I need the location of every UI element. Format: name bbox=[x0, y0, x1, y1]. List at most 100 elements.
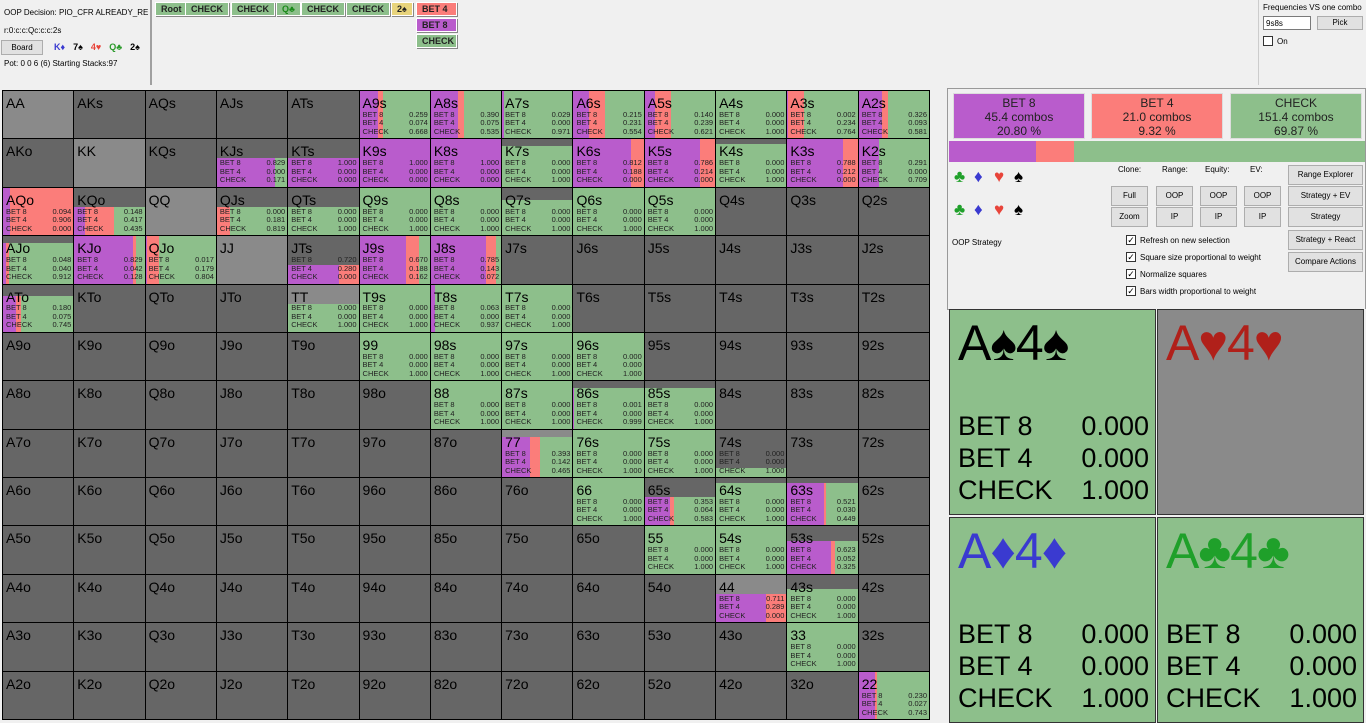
hand-cell-82s[interactable]: 82s bbox=[858, 381, 929, 429]
hand-cell-QJo[interactable]: QJo BET 8 0.017 BET 4 0.179 CHECK 0.804 bbox=[145, 236, 216, 284]
hand-cell-QTo[interactable]: QTo bbox=[145, 284, 216, 332]
tree-node[interactable]: Q♣ bbox=[276, 2, 301, 16]
hand-cell-75s[interactable]: 75s BET 8 0.000 BET 4 0.000 CHECK 1.000 bbox=[644, 429, 716, 478]
board-button[interactable]: Board bbox=[1, 40, 43, 55]
hand-cell-87s[interactable]: 87s BET 8 0.000 BET 4 0.000 CHECK 1.000 bbox=[502, 381, 573, 429]
hand-cell-T2s[interactable]: T2s bbox=[858, 284, 929, 332]
hand-cell-95s[interactable]: 95s bbox=[644, 332, 716, 381]
hand-cell-K6s[interactable]: K6s BET 8 0.812 BET 4 0.188 CHECK 0.000 bbox=[573, 139, 644, 187]
refresh-checkbox[interactable]: ✓ Refresh on new selection bbox=[1126, 235, 1230, 245]
hand-cell-A4o[interactable]: A4o bbox=[3, 574, 74, 623]
hand-cell-A7o[interactable]: A7o bbox=[3, 429, 74, 478]
square-size-checkbox[interactable]: ✓ Square size proportional to weight bbox=[1126, 252, 1261, 262]
diamond-icon[interactable]: ♦ bbox=[974, 200, 983, 219]
hand-cell-82o[interactable]: 82o bbox=[430, 671, 502, 719]
tree-option-check[interactable]: CHECK bbox=[416, 34, 457, 48]
hand-cell-94o[interactable]: 94o bbox=[359, 574, 430, 623]
hand-cell-97o[interactable]: 97o bbox=[359, 429, 430, 478]
hand-cell-73o[interactable]: 73o bbox=[502, 623, 573, 671]
hand-cell-A8o[interactable]: A8o bbox=[3, 381, 74, 429]
strategy-button[interactable]: Strategy bbox=[1288, 207, 1363, 227]
hand-cell-KJo[interactable]: KJo BET 8 0.829 BET 4 0.042 CHECK 0.128 bbox=[74, 236, 145, 284]
hand-cell-95o[interactable]: 95o bbox=[359, 526, 430, 574]
hand-cell-K2s[interactable]: K2s BET 8 0.291 BET 4 0.000 CHECK 0.709 bbox=[858, 139, 929, 187]
hand-cell-83s[interactable]: 83s bbox=[787, 381, 858, 429]
hand-cell-A2o[interactable]: A2o bbox=[3, 671, 74, 719]
hand-cell-J8s[interactable]: J8s BET 8 0.785 BET 4 0.143 CHECK 0.072 bbox=[430, 236, 502, 284]
hand-cell-A5o[interactable]: A5o bbox=[3, 526, 74, 574]
hand-cell-J3s[interactable]: J3s bbox=[787, 236, 858, 284]
hand-cell-74s[interactable]: 74s BET 8 0.000 BET 4 0.000 CHECK 1.000 bbox=[716, 429, 787, 478]
hand-cell-Q8s[interactable]: Q8s BET 8 0.000 BET 4 0.000 CHECK 1.000 bbox=[430, 187, 502, 236]
hand-cell-A9o[interactable]: A9o bbox=[3, 332, 74, 381]
tree-node[interactable]: CHECK bbox=[231, 2, 276, 16]
hand-cell-43s[interactable]: 43s BET 8 0.000 BET 4 0.000 CHECK 1.000 bbox=[787, 574, 858, 623]
clone-full-button[interactable]: Full bbox=[1111, 186, 1148, 206]
hand-cell-86o[interactable]: 86o bbox=[430, 478, 502, 526]
hand-cell-T5s[interactable]: T5s bbox=[644, 284, 716, 332]
hand-cell-JJ[interactable]: JJ bbox=[216, 236, 288, 284]
hand-cell-K8o[interactable]: K8o bbox=[74, 381, 145, 429]
spade-icon[interactable]: ♠ bbox=[1014, 200, 1024, 219]
diamond-icon[interactable]: ♦ bbox=[974, 167, 983, 186]
equity-oop-button[interactable]: OOP bbox=[1200, 186, 1237, 206]
hand-cell-A8s[interactable]: A8s BET 8 0.390 BET 4 0.075 CHECK 0.535 bbox=[430, 91, 502, 139]
hand-cell-Q9s[interactable]: Q9s BET 8 0.000 BET 4 0.000 CHECK 1.000 bbox=[359, 187, 430, 236]
hand-cell-76s[interactable]: 76s BET 8 0.000 BET 4 0.000 CHECK 1.000 bbox=[573, 429, 644, 478]
hand-cell-T9o[interactable]: T9o bbox=[288, 332, 359, 381]
compare-actions-button[interactable]: Compare Actions bbox=[1288, 252, 1363, 272]
hand-cell-32s[interactable]: 32s bbox=[858, 623, 929, 671]
hand-cell-22[interactable]: 22 BET 8 0.230 BET 4 0.027 CHECK 0.743 bbox=[858, 671, 929, 719]
hand-cell-K6o[interactable]: K6o bbox=[74, 478, 145, 526]
clone-zoom-button[interactable]: Zoom bbox=[1111, 207, 1148, 227]
action-summary-bet-4[interactable]: BET 4 21.0 combos 9.32 % bbox=[1091, 93, 1223, 139]
hand-cell-Q5o[interactable]: Q5o bbox=[145, 526, 216, 574]
hand-cell-KQs[interactable]: KQs bbox=[145, 139, 216, 187]
hand-cell-J4o[interactable]: J4o bbox=[216, 574, 288, 623]
hand-cell-KQo[interactable]: KQo BET 8 0.148 BET 4 0.417 CHECK 0.435 bbox=[74, 187, 145, 236]
hand-cell-76o[interactable]: 76o bbox=[502, 478, 573, 526]
range-oop-button[interactable]: OOP bbox=[1156, 186, 1193, 206]
hand-cell-JTo[interactable]: JTo bbox=[216, 284, 288, 332]
hand-cell-Q6o[interactable]: Q6o bbox=[145, 478, 216, 526]
hand-cell-K5s[interactable]: K5s BET 8 0.786 BET 4 0.214 CHECK 0.000 bbox=[644, 139, 716, 187]
hand-cell-K4s[interactable]: K4s BET 8 0.000 BET 4 0.000 CHECK 1.000 bbox=[716, 139, 787, 187]
hand-cell-54s[interactable]: 54s BET 8 0.000 BET 4 0.000 CHECK 1.000 bbox=[716, 526, 787, 574]
hand-cell-J4s[interactable]: J4s bbox=[716, 236, 787, 284]
hand-cell-K3s[interactable]: K3s BET 8 0.788 BET 4 0.212 CHECK 0.000 bbox=[787, 139, 858, 187]
hand-cell-T4s[interactable]: T4s bbox=[716, 284, 787, 332]
hand-cell-T7o[interactable]: T7o bbox=[288, 429, 359, 478]
hand-cell-T8s[interactable]: T8s BET 8 0.063 BET 4 0.000 CHECK 0.937 bbox=[430, 284, 502, 332]
hand-cell-75o[interactable]: 75o bbox=[502, 526, 573, 574]
bars-width-checkbox[interactable]: ✓ Bars width proportional to weight bbox=[1126, 286, 1257, 296]
hand-cell-Q5s[interactable]: Q5s BET 8 0.000 BET 4 0.000 CHECK 1.000 bbox=[644, 187, 716, 236]
hand-cell-98s[interactable]: 98s BET 8 0.000 BET 4 0.000 CHECK 1.000 bbox=[430, 332, 502, 381]
hand-cell-43o[interactable]: 43o bbox=[716, 623, 787, 671]
on-checkbox[interactable]: On bbox=[1263, 36, 1288, 46]
normalize-checkbox[interactable]: ✓ Normalize squares bbox=[1126, 269, 1207, 279]
hand-cell-88[interactable]: 88 BET 8 0.000 BET 4 0.000 CHECK 1.000 bbox=[430, 381, 502, 429]
hand-cell-87o[interactable]: 87o bbox=[430, 429, 502, 478]
tree-node[interactable]: 2♠ bbox=[391, 2, 413, 16]
hand-cell-99[interactable]: 99 BET 8 0.000 BET 4 0.000 CHECK 1.000 bbox=[359, 332, 430, 381]
hand-cell-Q4s[interactable]: Q4s bbox=[716, 187, 787, 236]
hand-cell-J5o[interactable]: J5o bbox=[216, 526, 288, 574]
hand-cell-ATs[interactable]: ATs bbox=[288, 91, 359, 139]
hand-cell-K5o[interactable]: K5o bbox=[74, 526, 145, 574]
hand-cell-AKo[interactable]: AKo bbox=[3, 139, 74, 187]
hand-cell-84o[interactable]: 84o bbox=[430, 574, 502, 623]
hand-cell-T3o[interactable]: T3o bbox=[288, 623, 359, 671]
hand-cell-J3o[interactable]: J3o bbox=[216, 623, 288, 671]
hand-cell-53s[interactable]: 53s BET 8 0.623 BET 4 0.052 CHECK 0.325 bbox=[787, 526, 858, 574]
hand-cell-32o[interactable]: 32o bbox=[787, 671, 858, 719]
hand-cell-A7s[interactable]: A7s BET 8 0.029 BET 4 0.000 CHECK 0.971 bbox=[502, 91, 573, 139]
hand-cell-Q6s[interactable]: Q6s BET 8 0.000 BET 4 0.000 CHECK 1.000 bbox=[573, 187, 644, 236]
hand-cell-J9o[interactable]: J9o bbox=[216, 332, 288, 381]
hand-cell-K4o[interactable]: K4o bbox=[74, 574, 145, 623]
hand-cell-J9s[interactable]: J9s BET 8 0.670 BET 4 0.188 CHECK 0.162 bbox=[359, 236, 430, 284]
hand-cell-J2o[interactable]: J2o bbox=[216, 671, 288, 719]
hand-cell-A3s[interactable]: A3s BET 8 0.002 BET 4 0.234 CHECK 0.764 bbox=[787, 91, 858, 139]
hand-cell-AJo[interactable]: AJo BET 8 0.048 BET 4 0.040 CHECK 0.912 bbox=[3, 236, 74, 284]
action-summary-check[interactable]: CHECK 151.4 combos 69.87 % bbox=[1230, 93, 1362, 139]
hand-cell-KTo[interactable]: KTo bbox=[74, 284, 145, 332]
